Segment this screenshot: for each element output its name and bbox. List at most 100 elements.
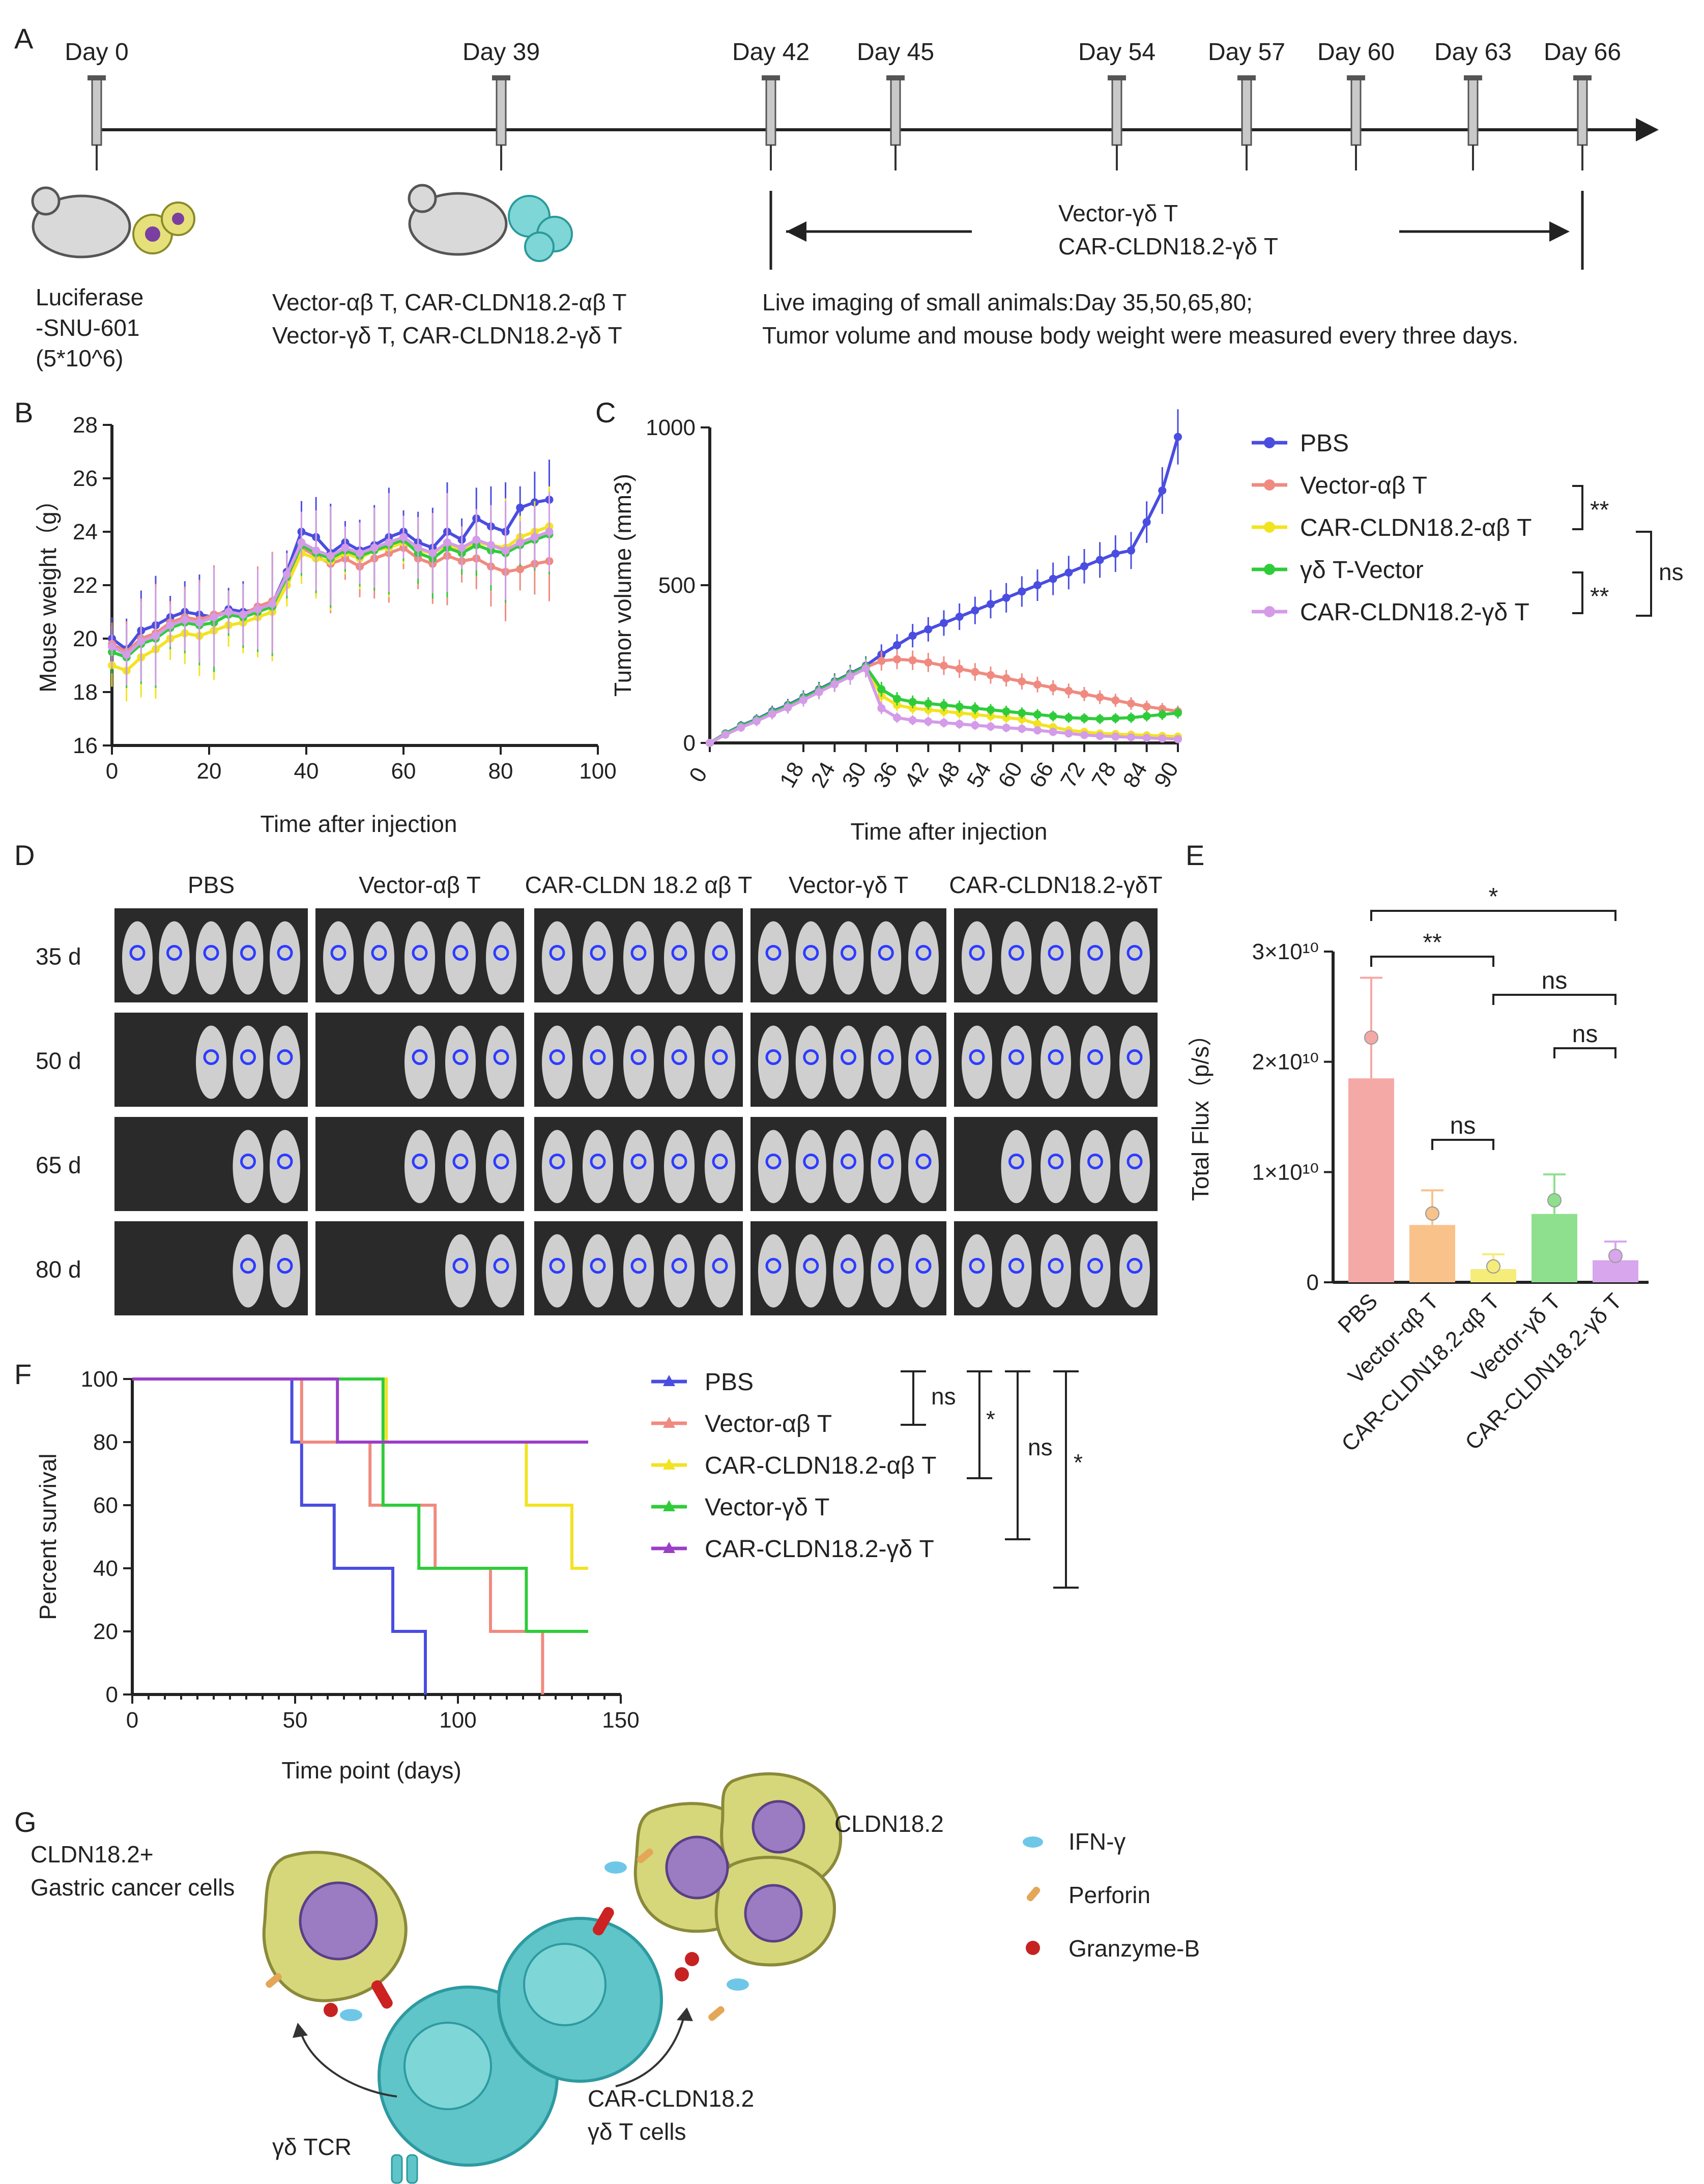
chart-b-point xyxy=(137,637,146,646)
syringe-icon xyxy=(1347,75,1365,170)
chart-c-point xyxy=(893,695,901,703)
chart-f-y-tick-label: 0 xyxy=(106,1682,118,1707)
chart-c-point xyxy=(1002,674,1010,682)
chart-f: Percent survival Time point (days) 0 50 10… xyxy=(35,1367,640,1784)
arrow-text-2: CAR-CLDN18.2-γδ T xyxy=(1058,233,1278,260)
chart-e-y-tick-label: 3×10¹⁰ xyxy=(1252,939,1319,964)
chart-c-point xyxy=(893,641,901,649)
bioluminescence-signal xyxy=(452,1049,469,1065)
mouse-image xyxy=(1080,921,1111,995)
chart-c-point xyxy=(987,722,995,731)
mouse-image xyxy=(871,921,902,995)
chart-c-point xyxy=(1080,731,1088,739)
timeline xyxy=(97,118,1659,141)
syringe-icon xyxy=(762,75,780,170)
chart-c-point xyxy=(908,656,917,665)
chart-c-point xyxy=(1142,518,1151,526)
mouse-image xyxy=(908,921,939,995)
mouse-image xyxy=(833,1025,864,1099)
bioluminescence-signal xyxy=(765,1049,782,1065)
chart-c-point xyxy=(1049,683,1057,692)
row-label: 65 d xyxy=(36,1152,81,1179)
mouse-image xyxy=(758,921,789,995)
syringe-plunger xyxy=(762,75,780,80)
chart-c-y-tick-label: 0 xyxy=(683,731,696,756)
syringe-barrel xyxy=(765,78,776,146)
bioluminescence-signal xyxy=(549,1049,565,1065)
mouse-image xyxy=(583,1130,613,1203)
chart-e-ylabel: Total Flux（p/s） xyxy=(1187,1023,1214,1201)
bioluminescence-signal xyxy=(1127,1049,1143,1065)
chart-f-x-tick-label: 0 xyxy=(126,1708,138,1733)
bioluminescence-signal xyxy=(1087,1258,1103,1274)
mouse-image xyxy=(705,921,735,995)
bioluminescence-signal xyxy=(590,945,606,961)
chart-b-point xyxy=(545,528,554,536)
mouse-image xyxy=(1119,1025,1150,1099)
g-label-car-cldn: CAR-CLDN18.2 xyxy=(588,2085,754,2112)
chart-f-y-tick-label: 80 xyxy=(93,1430,118,1455)
mouse-image xyxy=(871,1025,902,1099)
mouse-image xyxy=(1080,1130,1111,1203)
bioluminescence-signal xyxy=(590,1258,606,1274)
chart-c-point xyxy=(908,698,917,706)
chart-c-point xyxy=(908,631,917,640)
chart-b-point xyxy=(501,546,510,555)
chart-c-point xyxy=(940,662,948,670)
chart-e-dot xyxy=(1486,1259,1500,1274)
g-legend-ifn: IFN-γ xyxy=(1068,1828,1125,1855)
mouse-image xyxy=(445,1130,476,1203)
mouse-image xyxy=(405,921,435,995)
mouse-image xyxy=(364,921,394,995)
syringe-plunger xyxy=(1573,75,1592,80)
mouse-image xyxy=(833,1130,864,1203)
bioluminescence-signal xyxy=(277,1154,293,1169)
syringe-icon xyxy=(492,75,510,170)
mouse-image xyxy=(486,1130,516,1203)
mouse-image xyxy=(1041,1234,1071,1308)
chart-b-point xyxy=(486,541,495,550)
legend-marker xyxy=(663,1417,675,1428)
legend-marker xyxy=(1264,522,1275,533)
bioluminescence-signal xyxy=(630,945,647,961)
chart-c-point xyxy=(877,685,886,694)
bioluminescence-signal xyxy=(590,1154,606,1169)
chart-c-point xyxy=(908,716,917,725)
chart-c-sig-1: ** xyxy=(1590,497,1609,524)
mouse-image xyxy=(405,1130,435,1203)
chart-b-x-tick-label: 40 xyxy=(294,759,319,784)
chart-e-x-tick-label: PBS xyxy=(1333,1288,1382,1338)
bioluminescence-signal xyxy=(1008,945,1024,961)
mouse-image xyxy=(159,921,190,995)
chart-e-sig: ns xyxy=(1542,967,1568,994)
chart-c-point xyxy=(1018,587,1026,596)
chart-b-y-tick-label: 18 xyxy=(73,680,98,705)
mouse-image xyxy=(583,921,613,995)
chart-f-sig-3: ns xyxy=(1028,1434,1053,1460)
note-text-1: Live imaging of small animals:Day 35,50,… xyxy=(762,289,1253,315)
chart-c-point xyxy=(924,699,933,708)
syringe-plunger xyxy=(1347,75,1365,80)
mouse-image xyxy=(583,1025,613,1099)
timeline-day-label: Day 54 xyxy=(1078,39,1156,66)
chart-e-bracket xyxy=(1370,956,1494,967)
chart-c-point xyxy=(1002,713,1010,722)
mouse-image xyxy=(871,1130,902,1203)
bioluminescence-signal xyxy=(915,1049,932,1065)
bioluminescence-signal xyxy=(493,1258,509,1274)
syringe-plunger xyxy=(1108,75,1126,80)
chart-f-significance: ns * ns * xyxy=(901,1370,1083,1589)
timeline-day-label: Day 66 xyxy=(1544,39,1621,66)
chart-c-y-tick-label: 1000 xyxy=(646,415,696,440)
chart-b-point xyxy=(516,503,525,512)
bioluminescence-signal xyxy=(878,945,894,961)
bioluminescence-signal xyxy=(549,1258,565,1274)
chart-c-point xyxy=(971,721,979,730)
chart-c-point xyxy=(955,702,964,711)
cell-label-1: Luciferase xyxy=(36,284,143,310)
chart-b-point xyxy=(516,538,525,547)
mouse-image xyxy=(795,921,826,995)
chart-e-dot xyxy=(1364,1030,1378,1045)
chart-c-point xyxy=(1174,433,1182,441)
granzyme-icon xyxy=(1026,1941,1040,1955)
